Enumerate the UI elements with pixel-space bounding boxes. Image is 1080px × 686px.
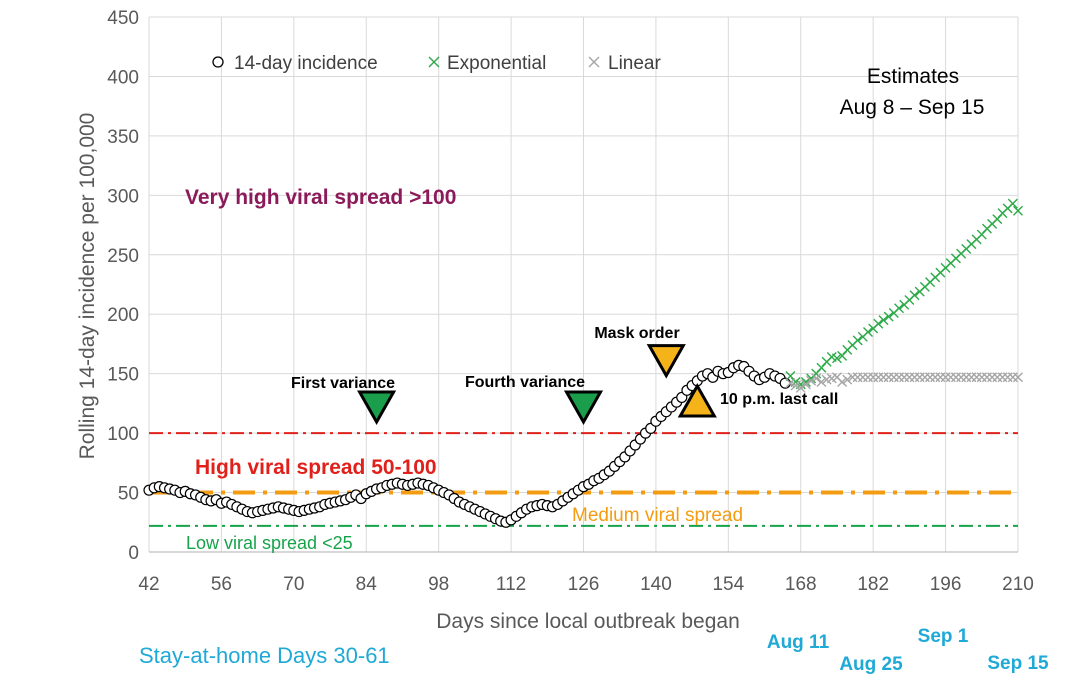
date-label-sep-15: Sep 15 [987, 653, 1049, 674]
event-markers [357, 344, 717, 425]
x-tick-label: 112 [496, 574, 526, 595]
x-tick-label: 154 [712, 574, 744, 595]
event-label-last-call: 10 p.m. last call [720, 391, 838, 408]
y-tick-label: 100 [107, 424, 139, 445]
legend-label-incidence: 14-day incidence [234, 53, 378, 74]
x-axis-title: Days since local outbreak began [436, 610, 740, 633]
y-tick-label: 300 [107, 186, 139, 207]
date-label-aug-11: Aug 11 [767, 632, 830, 653]
data-series [143, 198, 1023, 528]
y-tick-label: 450 [107, 8, 139, 29]
data-point [873, 318, 884, 329]
date-label-sep-1: Sep 1 [918, 626, 969, 647]
data-point [795, 382, 806, 393]
event-label-first-variance: First variance [291, 375, 395, 392]
data-point [894, 303, 905, 314]
event-marker [646, 344, 686, 379]
y-tick-label: 0 [128, 543, 139, 564]
data-point [800, 379, 811, 390]
x-tick-label: 42 [138, 574, 159, 595]
x-tick-label: 210 [1002, 574, 1034, 595]
y-tick-label: 150 [107, 365, 139, 386]
zone-label-high: High viral spread 50-100 [195, 456, 437, 479]
axes: 0 50 100 150 200 250 300 350 400 450 42 56 70 84 98 112… [107, 8, 1034, 595]
legend-label-exponential: Exponential [447, 53, 546, 74]
y-tick-label: 50 [118, 484, 139, 505]
date-label-aug-25: Aug 25 [839, 654, 903, 675]
stay-at-home-label: Stay-at-home Days 30-61 [139, 643, 390, 668]
x-tick-label: 182 [857, 574, 889, 595]
data-point [878, 315, 889, 326]
data-point [1007, 198, 1018, 209]
x-tick-label: 126 [568, 574, 600, 595]
y-tick-label: 250 [107, 246, 139, 267]
data-point [909, 290, 920, 301]
legend-circle-marker [212, 56, 224, 68]
data-point [1013, 205, 1023, 216]
data-point [816, 376, 827, 387]
x-tick-label: 70 [283, 574, 304, 595]
data-point [862, 327, 873, 338]
x-tick-label: 168 [785, 574, 817, 595]
x-tick-label: 98 [428, 574, 449, 595]
data-point [831, 353, 842, 364]
legend: 14-day incidence Exponential Linear [212, 53, 661, 74]
legend-label-linear: Linear [608, 53, 661, 74]
data-point [1013, 372, 1023, 383]
data-point [837, 376, 848, 387]
series-linear [785, 372, 1023, 393]
threshold-lines [149, 432, 1018, 527]
y-tick-label: 400 [107, 67, 139, 88]
data-point [842, 374, 853, 385]
x-tick-label: 196 [930, 574, 962, 595]
event-label-mask-order: Mask order [594, 325, 679, 342]
data-point [806, 375, 817, 386]
event-label-fourth-variance: Fourth variance [465, 374, 585, 391]
y-tick-label: 350 [107, 127, 139, 148]
zone-label-medium: Medium viral spread [572, 505, 743, 526]
x-tick-label: 84 [356, 574, 378, 595]
legend-linear-marker [588, 56, 600, 68]
estimates-title: Estimates [867, 65, 959, 88]
data-point [852, 335, 863, 346]
series-exponential [785, 198, 1023, 390]
x-tick-label: 56 [211, 574, 232, 595]
event-marker [357, 390, 397, 425]
event-marker [677, 382, 717, 418]
y-axis-title: Rolling 14-day incidence per 100,000 [76, 113, 99, 460]
data-point [811, 373, 822, 384]
legend-exponential-marker [428, 56, 440, 68]
data-point [883, 311, 894, 322]
x-tick-label: 140 [640, 574, 672, 595]
data-point [785, 378, 796, 389]
zone-label-very-high: Very high viral spread >100 [185, 186, 456, 209]
zone-label-low: Low viral spread <25 [186, 533, 353, 553]
grid-lines [148, 16, 1019, 552]
event-marker [563, 390, 604, 425]
y-tick-label: 200 [107, 305, 139, 326]
estimates-range: Aug 8 – Sep 15 [840, 96, 985, 119]
series-14-day-incidence [143, 359, 791, 528]
data-point [790, 380, 801, 391]
data-point [779, 377, 791, 389]
